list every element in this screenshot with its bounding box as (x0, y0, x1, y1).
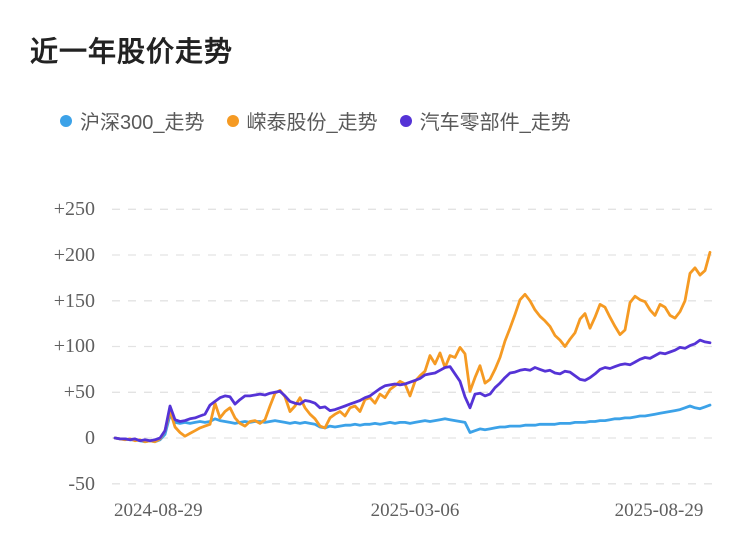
series-line-autoparts (113, 338, 712, 443)
legend-label-hs300: 沪深300_走势 (80, 112, 205, 134)
chart-title: 近一年股价走势 (30, 36, 234, 67)
y-axis-tick-50: +50 (63, 381, 95, 403)
y-axis-tick-neg50: -50 (68, 473, 95, 495)
legend-dot-hs300-icon (60, 114, 72, 127)
x-axis-tick-end-date: 2025-08-29 (614, 500, 704, 521)
x-axis-tick-start-date: 2024-08-29 (114, 500, 203, 521)
y-axis-tick-250: +250 (53, 198, 95, 220)
legend-item-rongtai[interactable]: 嵘泰股份_走势 (226, 106, 378, 135)
series-line-rongtai (113, 250, 712, 444)
y-axis-tick-0: 0 (85, 427, 95, 449)
y-axis-tick-150: +150 (53, 290, 95, 312)
legend-dot-rongtai-icon (226, 114, 239, 127)
legend-item-autoparts[interactable]: 汽车零部件_走势 (399, 106, 571, 135)
legend-label-rongtai: 嵘泰股份_走势 (246, 112, 378, 134)
legend-label-autoparts: 汽车零部件_走势 (419, 112, 571, 134)
chart-legend: 沪深300_走势 嵘泰股份_走势 汽车零部件_走势 (60, 106, 571, 135)
series-line-hs300 (113, 403, 712, 444)
legend-dot-autoparts-icon (399, 114, 412, 127)
y-axis-tick-200: +200 (53, 244, 95, 266)
legend-item-hs300[interactable]: 沪深300_走势 (60, 106, 205, 135)
y-axis-tick-100: +100 (53, 335, 95, 357)
x-axis-tick-mid-date: 2025-03-06 (370, 500, 460, 521)
